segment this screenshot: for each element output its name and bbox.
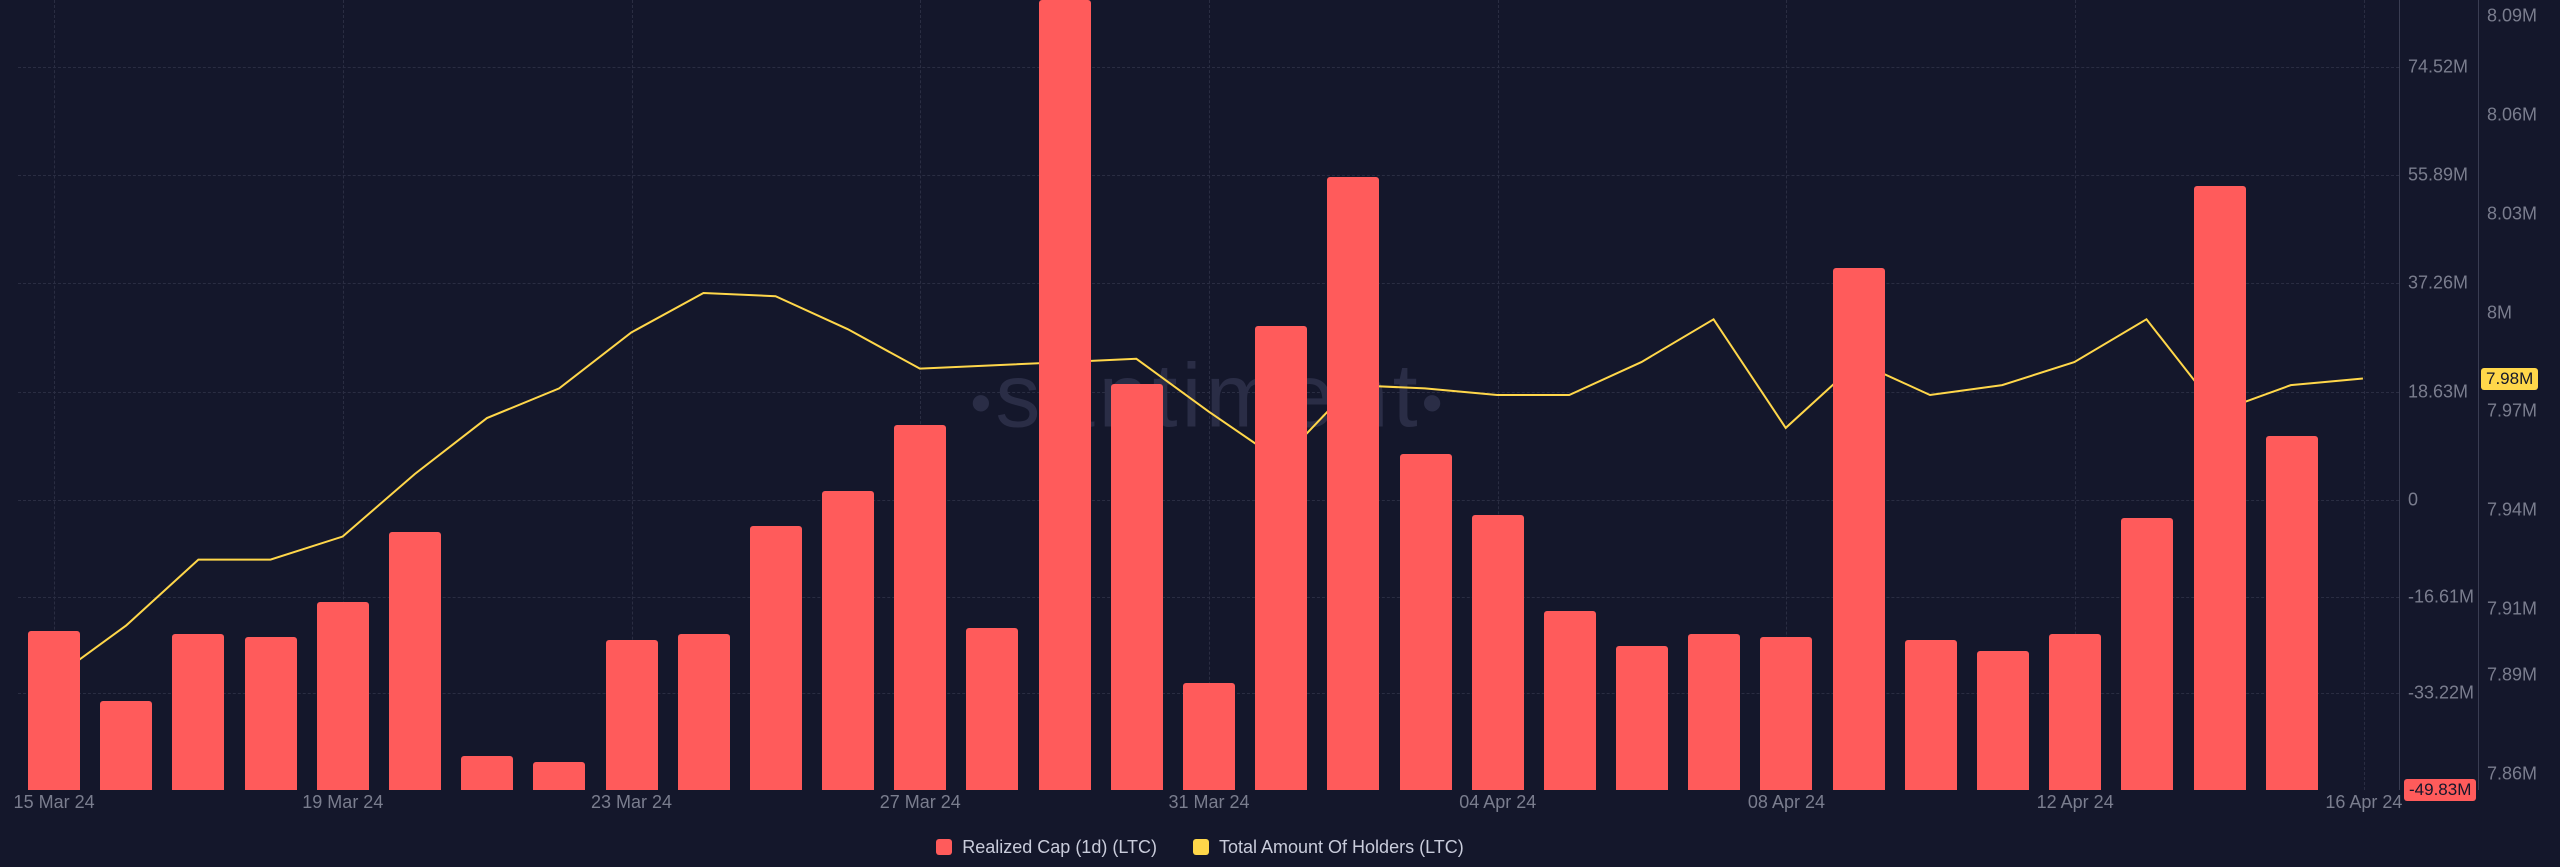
plot-area[interactable]: •santiment• [18, 0, 2400, 790]
bar[interactable] [533, 762, 585, 790]
bar[interactable] [750, 526, 802, 790]
y-axis-tick: -16.61M [2408, 586, 2474, 607]
legend-swatch-icon [936, 839, 952, 855]
bar[interactable] [1688, 634, 1740, 790]
y-axis-current-badge: -49.83M [2404, 779, 2476, 801]
x-axis-tick: 31 Mar 24 [1168, 792, 1249, 813]
x-axis: 15 Mar 2419 Mar 2423 Mar 2427 Mar 2431 M… [18, 792, 2400, 822]
gridline-h [18, 283, 2399, 284]
y-axis-holders: 8.09M 8.06M 8.03M 8M 7.97M 7.94M 7.91M 7.89M 7.8… [2478, 0, 2548, 790]
bar[interactable] [1255, 326, 1307, 790]
bar[interactable] [28, 631, 80, 790]
gridline-v [2364, 0, 2365, 790]
bar[interactable] [1833, 268, 1885, 790]
x-axis-tick: 08 Apr 24 [1748, 792, 1825, 813]
bar[interactable] [317, 602, 369, 790]
legend-item-holders[interactable]: Total Amount Of Holders (LTC) [1193, 837, 1464, 858]
bar[interactable] [1977, 651, 2029, 790]
y-axis-tick: 8M [2487, 302, 2512, 323]
y-axis-realized-cap: 74.52M55.89M37.26M18.63M0-16.61M-33.22M-… [2402, 0, 2472, 790]
bar[interactable] [1400, 454, 1452, 790]
bar[interactable] [1039, 0, 1091, 790]
x-axis-tick: 15 Mar 24 [14, 792, 95, 813]
y-axis-tick: 7.91M [2487, 598, 2537, 619]
bar[interactable] [100, 701, 152, 790]
bar[interactable] [1616, 646, 1668, 790]
y-axis-tick: 8.06M [2487, 105, 2537, 126]
bar[interactable] [172, 634, 224, 790]
y-axis-tick: 8.09M [2487, 6, 2537, 27]
bar[interactable] [2121, 518, 2173, 790]
bar[interactable] [678, 634, 730, 790]
x-axis-tick: 04 Apr 24 [1459, 792, 1536, 813]
y-axis-tick: -33.22M [2408, 683, 2474, 704]
bar[interactable] [1760, 637, 1812, 790]
gridline-h [18, 392, 2399, 393]
x-axis-tick: 12 Apr 24 [2037, 792, 2114, 813]
x-axis-tick: 23 Mar 24 [591, 792, 672, 813]
y-axis-tick: 18.63M [2408, 381, 2468, 402]
y-axis-tick: 7.89M [2487, 664, 2537, 685]
gridline-h [18, 500, 2399, 501]
y-axis-tick: 7.94M [2487, 500, 2537, 521]
legend-item-realized-cap[interactable]: Realized Cap (1d) (LTC) [936, 837, 1157, 858]
bar[interactable] [822, 491, 874, 790]
bar[interactable] [1111, 384, 1163, 790]
bar[interactable] [606, 640, 658, 790]
legend-label: Total Amount Of Holders (LTC) [1219, 837, 1464, 858]
bar[interactable] [966, 628, 1018, 790]
y-axis-tick: 0 [2408, 490, 2418, 511]
bar[interactable] [389, 532, 441, 790]
bar[interactable] [1472, 515, 1524, 790]
gridline-h [18, 597, 2399, 598]
bar[interactable] [2266, 436, 2318, 790]
gridline-h [18, 175, 2399, 176]
bar[interactable] [1905, 640, 1957, 790]
bar[interactable] [894, 425, 946, 790]
y-axis-tick: 8.03M [2487, 203, 2537, 224]
x-axis-tick: 19 Mar 24 [302, 792, 383, 813]
x-axis-tick: 16 Apr 24 [2325, 792, 2402, 813]
bar[interactable] [245, 637, 297, 790]
legend-swatch-icon [1193, 839, 1209, 855]
y-axis-tick: 55.89M [2408, 165, 2468, 186]
y-axis-current-badge: 7.98M [2481, 368, 2538, 390]
y-axis-tick: 37.26M [2408, 273, 2468, 294]
bar[interactable] [1183, 683, 1235, 790]
legend-label: Realized Cap (1d) (LTC) [962, 837, 1157, 858]
y-axis-tick: 7.97M [2487, 401, 2537, 422]
y-axis-tick: 74.52M [2408, 56, 2468, 77]
gridline-h [18, 67, 2399, 68]
chart-container: •santiment• 74.52M 55.89M 37.26M 18.63M 0 -16… [0, 0, 2560, 867]
legend: Realized Cap (1d) (LTC) Total Amount Of … [0, 832, 2400, 862]
bar[interactable] [1327, 177, 1379, 790]
y-axis-tick: 7.86M [2487, 763, 2537, 784]
bar[interactable] [2194, 186, 2246, 790]
bar[interactable] [1544, 611, 1596, 790]
x-axis-tick: 27 Mar 24 [880, 792, 961, 813]
bar[interactable] [461, 756, 513, 790]
bar[interactable] [2049, 634, 2101, 790]
gridline-v [1209, 0, 1210, 790]
